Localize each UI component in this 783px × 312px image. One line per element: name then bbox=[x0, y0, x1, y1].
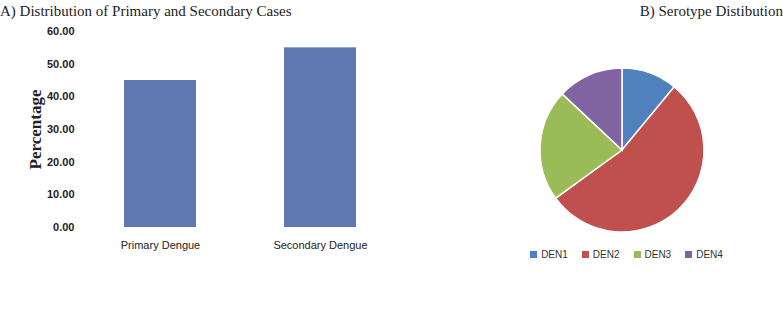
svg-text:Secondary Dengue: Secondary Dengue bbox=[273, 239, 367, 251]
svg-text:0.00: 0.00 bbox=[53, 221, 74, 233]
html-text:DEN4: DEN4 bbox=[696, 249, 723, 260]
svg-text:Primary Dengue: Primary Dengue bbox=[121, 239, 200, 251]
html-text:A) Distribution of Primary and: A) Distribution of Primary and Secondary… bbox=[0, 3, 292, 19]
svg-text:Percentage: Percentage bbox=[26, 89, 45, 169]
html-text:DEN1: DEN1 bbox=[541, 249, 568, 260]
html-text:B) Serotype Distibution: B) Serotype Distibution bbox=[639, 3, 783, 19]
svg-text:30.00: 30.00 bbox=[47, 123, 75, 135]
html-text:DEN3: DEN3 bbox=[644, 249, 672, 260]
svg-text:50.00: 50.00 bbox=[47, 58, 75, 70]
svg-text:40.00: 40.00 bbox=[47, 90, 75, 102]
svg-text:20.00: 20.00 bbox=[47, 156, 75, 168]
html-text:DEN2: DEN2 bbox=[592, 249, 620, 260]
svg-text:10.00: 10.00 bbox=[47, 188, 75, 200]
svg-text:60.00: 60.00 bbox=[47, 25, 75, 37]
